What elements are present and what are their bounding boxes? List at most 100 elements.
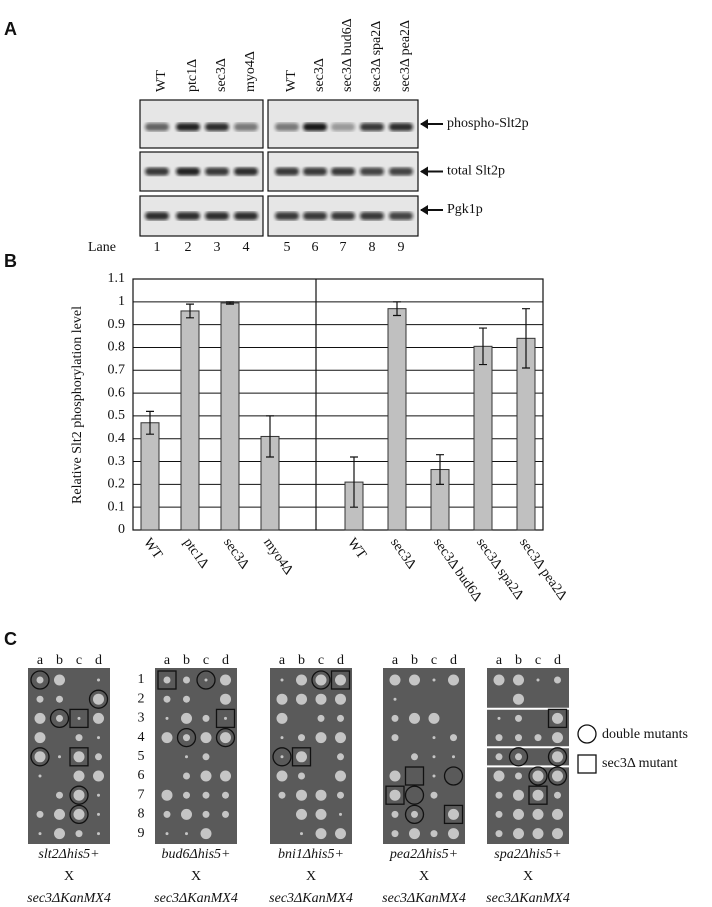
colony xyxy=(532,770,544,782)
row-label: 5 xyxy=(138,749,145,764)
column-label: a xyxy=(496,653,503,668)
column-label: a xyxy=(164,653,171,668)
sec3-mutant-marker xyxy=(157,670,177,690)
colony xyxy=(389,789,401,801)
colony xyxy=(77,716,81,720)
y-tick-label: 0.2 xyxy=(108,477,126,492)
colony xyxy=(280,736,284,740)
colony xyxy=(165,716,169,720)
colony xyxy=(391,734,399,742)
column-label: c xyxy=(76,653,82,668)
sec3-mutant-marker xyxy=(69,708,89,729)
band xyxy=(145,212,169,220)
y-tick-label: 0.5 xyxy=(108,408,126,423)
colony xyxy=(280,678,284,682)
band xyxy=(145,123,169,131)
colony xyxy=(93,770,104,782)
band xyxy=(205,167,229,176)
colony xyxy=(532,789,544,801)
colony xyxy=(495,734,503,742)
row-label: phospho-Slt2p xyxy=(447,116,529,131)
colony xyxy=(335,693,346,705)
colony xyxy=(430,830,438,838)
lane-label: sec3Δ xyxy=(214,58,229,92)
error-bar xyxy=(226,301,234,305)
band xyxy=(389,167,413,176)
colony xyxy=(278,791,286,799)
double-mutant-marker xyxy=(443,766,464,786)
lane-number: 9 xyxy=(398,240,405,255)
colony xyxy=(220,674,231,686)
plate-strain: pea2Δhis5+ xyxy=(389,847,458,862)
lane-title: Lane xyxy=(88,240,116,255)
column-label: b xyxy=(298,653,305,668)
plate-cross: X xyxy=(419,869,429,884)
y-tick-label: 1 xyxy=(118,294,125,309)
colony xyxy=(54,674,65,686)
y-tick-label: 0.6 xyxy=(108,385,126,400)
sec3-mutant-marker xyxy=(528,785,548,805)
colony xyxy=(202,714,210,722)
double-mutant-marker xyxy=(30,747,50,767)
lane-label: sec3Δ pea2Δ xyxy=(398,20,413,92)
colony xyxy=(337,791,344,799)
colony xyxy=(411,753,418,761)
plate-partner: sec3ΔKanMX4 xyxy=(269,891,353,906)
colony xyxy=(38,832,42,836)
y-axis-label: Relative Slt2 phosphorylation level xyxy=(70,306,85,504)
sec3-mutant-marker xyxy=(69,747,89,767)
colony xyxy=(409,828,420,840)
colony xyxy=(391,714,399,722)
legend-label: sec3Δ mutant xyxy=(602,756,678,771)
plate-cross: X xyxy=(523,869,533,884)
colony xyxy=(432,774,436,778)
colony xyxy=(315,828,327,840)
column-label: b xyxy=(411,653,418,668)
band xyxy=(275,167,299,176)
y-tick-label: 0.3 xyxy=(108,454,126,469)
double-mutant-marker xyxy=(49,708,70,729)
colony xyxy=(54,828,65,840)
colony xyxy=(73,751,85,763)
error-bar xyxy=(146,410,154,435)
colony xyxy=(315,674,327,686)
band xyxy=(331,123,355,131)
colony xyxy=(515,753,522,761)
colony xyxy=(389,674,401,686)
colony xyxy=(296,751,307,763)
colony xyxy=(204,678,208,682)
error-bar xyxy=(522,308,530,369)
colony xyxy=(552,751,563,763)
colony xyxy=(97,678,100,682)
colony xyxy=(181,808,192,820)
band xyxy=(275,212,299,220)
colony xyxy=(97,832,100,836)
colony xyxy=(56,791,63,799)
colony xyxy=(202,791,210,799)
column-label: d xyxy=(222,653,229,668)
y-tick-label: 0.9 xyxy=(108,317,126,332)
legend-label: double mutants xyxy=(602,727,688,742)
colony xyxy=(391,830,399,838)
arrow-head xyxy=(420,119,428,129)
colony xyxy=(317,714,325,722)
colony xyxy=(513,828,524,840)
colony xyxy=(183,772,190,780)
colony xyxy=(95,753,102,761)
double-mutant-marker xyxy=(272,747,292,767)
colony xyxy=(389,770,401,782)
double-mutant-marker xyxy=(404,804,425,825)
colony xyxy=(97,736,100,740)
y-tick-label: 0.4 xyxy=(108,431,126,446)
colony xyxy=(337,753,344,761)
plate-strain: spa2Δhis5+ xyxy=(494,847,561,862)
double-mutant-marker xyxy=(30,670,50,690)
x-tick-label: sec3Δ xyxy=(387,536,419,572)
colony xyxy=(54,808,65,820)
error-bar xyxy=(479,327,487,366)
lane-number: 3 xyxy=(214,240,221,255)
sec3-mutant-marker xyxy=(215,708,236,729)
y-tick-label: 1.1 xyxy=(108,271,126,286)
row-label: Pgk1p xyxy=(447,202,483,217)
colony xyxy=(276,770,288,782)
